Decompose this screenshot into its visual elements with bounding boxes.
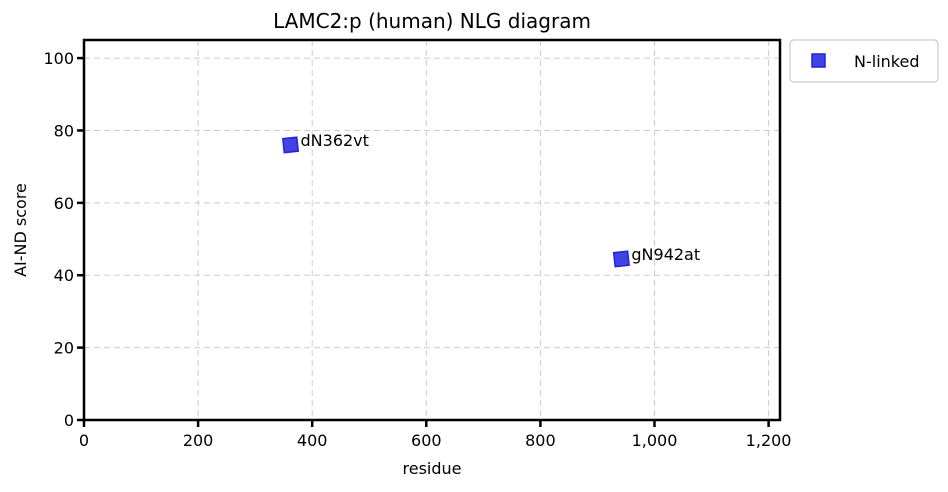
x-tick-label: 400 <box>297 431 328 450</box>
grid <box>83 40 780 421</box>
legend-box <box>789 39 939 83</box>
y-tick-label: 80 <box>54 121 74 140</box>
plot-frame <box>82 38 782 422</box>
x-tick-label: 1,200 <box>746 431 792 450</box>
data-points: dN362vt gN942at <box>282 131 700 268</box>
y-axis-label: AI-ND score <box>11 183 30 277</box>
x-tick-label: 600 <box>411 431 442 450</box>
x-axis: 0 200 400 600 800 1,000 1,200 <box>79 420 792 450</box>
y-tick-label: 100 <box>43 49 74 68</box>
data-point <box>282 136 300 154</box>
y-axis: 0 20 40 60 80 100 <box>43 49 84 430</box>
x-tick-label: 1,000 <box>632 431 678 450</box>
legend: N-linked <box>789 39 939 83</box>
x-tick-label: 800 <box>525 431 556 450</box>
y-tick-label: 0 <box>64 411 74 430</box>
data-point <box>612 250 630 268</box>
x-tick-label: 0 <box>79 431 89 450</box>
chart-title: LAMC2:p (human) NLG diagram <box>273 9 591 33</box>
x-tick-label: 200 <box>183 431 214 450</box>
point-label: dN362vt <box>301 131 369 150</box>
y-tick-label: 60 <box>54 194 74 213</box>
x-axis-label: residue <box>403 459 462 478</box>
point-label: gN942at <box>631 245 700 264</box>
y-tick-label: 20 <box>54 339 74 358</box>
legend-marker <box>811 53 826 68</box>
y-tick-label: 40 <box>54 266 74 285</box>
legend-label: N-linked <box>854 52 919 71</box>
